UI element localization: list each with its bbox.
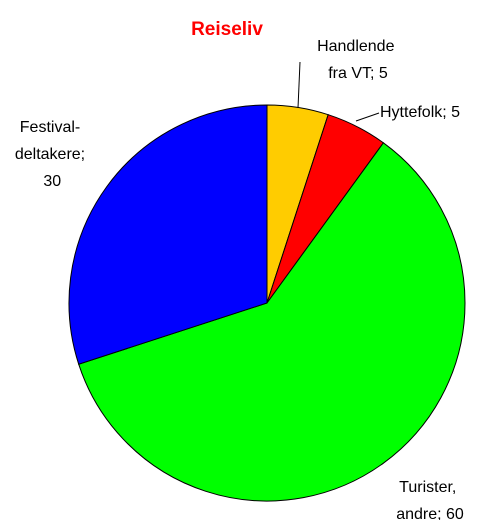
chart-title: Reiseliv [191,19,263,40]
data-label: Hyttefolk; 5 [380,104,460,121]
pie-slice [78,142,466,502]
leader-line [297,61,301,109]
data-label: Handlende fra VT; 5 [317,38,399,82]
data-label: Festival-deltakere; 30 [15,119,85,190]
leader-line [355,112,380,122]
pie-slice [68,104,268,365]
data-label: Turister, andre; 60 [396,479,464,520]
